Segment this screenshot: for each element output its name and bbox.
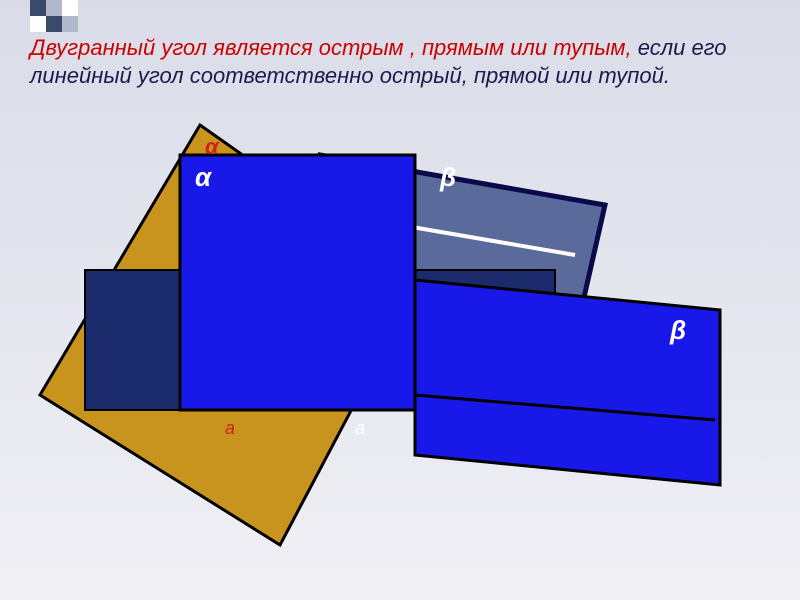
blue-plane-beta [415,280,720,485]
beta-label-white-1: β [440,162,456,193]
blue-plane-alpha [180,155,415,410]
a-label-white: а [355,418,365,439]
corner-decor [30,0,78,32]
a-label-red: а [225,418,235,439]
definition-text: Двугранный угол является острым , прямым… [30,34,770,89]
text-red-part: Двугранный угол является острым , прямым… [30,35,632,60]
alpha-label-white: α [195,162,211,193]
diagram-stage [0,120,800,600]
beta-label-white-2: β [670,315,686,346]
alpha-label-red: α [205,134,219,160]
